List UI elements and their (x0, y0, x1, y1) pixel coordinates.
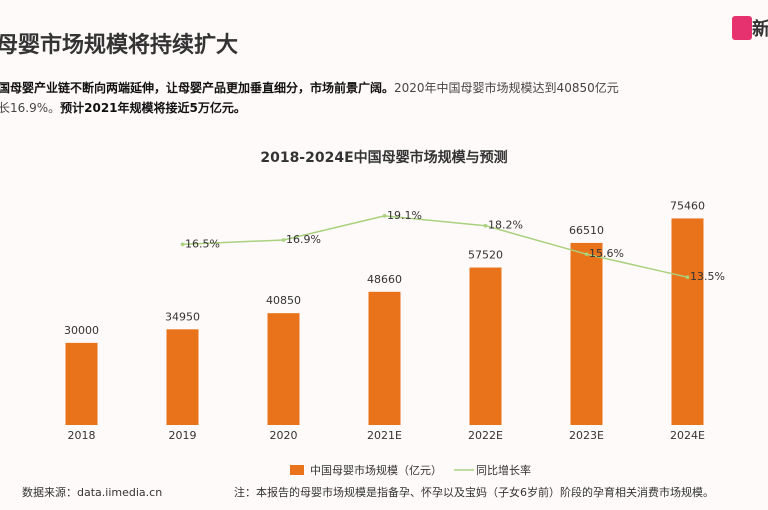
logo-icon (732, 16, 752, 40)
bar-value-label: 75460 (670, 199, 705, 212)
bar-value-label: 34950 (165, 310, 200, 323)
line-point (685, 275, 690, 279)
bar-value-label: 57520 (468, 249, 503, 262)
line-value-label: 19.1% (387, 209, 422, 222)
line (182, 215, 688, 278)
line-value-label: 16.9% (286, 233, 321, 246)
chart-title: 2018-2024E中国母婴市场规模与预测 (260, 149, 507, 166)
x-tick-label: 2022E (468, 429, 503, 442)
intro-line: 长16.9%。预计2021年规模将接近5万亿元。 (0, 100, 246, 115)
intro-segment: 预计2021年规模将接近5万亿元。 (60, 100, 246, 115)
line-value-label: 18.2% (488, 219, 523, 232)
line-point (382, 214, 387, 218)
legend-label: 中国母婴市场规模（亿元） (310, 463, 442, 477)
x-tick-label: 2020 (270, 429, 298, 442)
x-tick-label: 2018 (68, 429, 96, 442)
line-point (584, 252, 589, 256)
bar (570, 242, 603, 425)
bar (267, 313, 300, 425)
x-tick-label: 2019 (169, 429, 197, 442)
line-value-label: 16.5% (185, 237, 220, 250)
intro-segment: 国母婴产业链不断向两端延伸，让母婴产品更加垂直细分，市场前景广阔。 (0, 80, 394, 95)
bar (671, 218, 704, 425)
intro-segment: 长16.9%。 (0, 101, 60, 115)
bar-value-label: 40850 (266, 294, 301, 307)
x-tick-label: 2021E (367, 429, 402, 442)
legend-label: 同比增长率 (476, 463, 531, 477)
intro-line: 国母婴产业链不断向两端延伸，让母婴产品更加垂直细分，市场前景广阔。2020年中国… (0, 80, 619, 95)
x-tick-label: 2023E (569, 429, 604, 442)
intro-segment: 2020年中国母婴市场规模达到40850亿元 (394, 80, 619, 95)
bar (65, 342, 98, 425)
slide-title: 母婴市场规模将持续扩大 (0, 32, 238, 58)
line-point (483, 223, 488, 228)
bar-value-label: 66510 (569, 224, 604, 237)
logo-text: 新 (752, 18, 768, 40)
bar-value-label: 30000 (64, 324, 99, 337)
source: 数据来源：data.iimedia.cn (22, 485, 162, 499)
x-tick-label: 2024E (670, 429, 705, 442)
note: 注：本报告的母婴市场规模是指备孕、怀孕以及宝妈（子女6岁前）阶段的孕育相关消费市… (234, 485, 714, 499)
bar (368, 291, 401, 425)
bar (469, 267, 502, 425)
legend-swatch (290, 465, 304, 475)
bar-value-label: 48660 (367, 273, 402, 286)
bar (166, 329, 199, 425)
line-point (180, 242, 185, 247)
line-value-label: 13.5% (690, 270, 725, 283)
line-point (281, 238, 286, 242)
line-value-label: 15.6% (589, 247, 624, 260)
